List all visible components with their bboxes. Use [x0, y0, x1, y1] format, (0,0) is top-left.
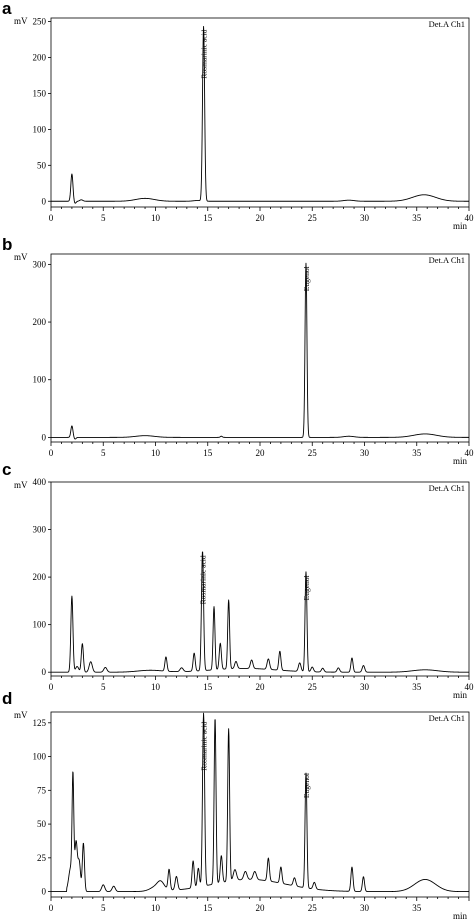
y-unit-label: mV: [14, 252, 28, 262]
x-tick-label: 25: [308, 682, 318, 692]
x-tick-label: 15: [203, 448, 213, 458]
x-tick-label: 40: [465, 448, 474, 458]
x-tick-label: 30: [360, 903, 370, 913]
x-tick-label: 5: [101, 682, 106, 692]
y-tick-label: 50: [37, 160, 47, 170]
x-tick-label: 10: [151, 213, 161, 223]
chromatogram-trace: [50, 712, 470, 893]
plot-frame: [50, 711, 470, 898]
detector-label: Det.A Ch1: [429, 19, 465, 29]
x-tick-label: 35: [412, 448, 422, 458]
x-tick-label: 0: [49, 448, 54, 458]
x-tick-label: 20: [256, 903, 266, 913]
x-tick-label: 20: [256, 682, 266, 692]
x-tick-label: 25: [308, 213, 318, 223]
y-tick-label: 50: [37, 819, 47, 829]
chromatogram-panel-a: amV Det.A Ch1 0 50 100 150 200 250 0 5 10 15 20 25 30 3…: [2, 0, 474, 231]
peak-annotation: Eugenol: [302, 773, 311, 798]
y-unit-label: mV: [14, 710, 28, 720]
detector-label: Det.A Ch1: [429, 713, 465, 723]
x-tick-label: 5: [101, 213, 106, 223]
plot-frame: [50, 481, 470, 677]
x-tick-label: 35: [412, 903, 422, 913]
chromatogram-trace: [50, 25, 470, 204]
y-tick-label: 0: [42, 432, 47, 442]
plot-frame: [50, 17, 470, 208]
y-tick-label: 100: [33, 124, 47, 134]
y-tick-label: 25: [37, 853, 47, 863]
y-tick-label: 0: [42, 887, 47, 897]
y-tick-label: 0: [42, 667, 47, 677]
x-tick-label: 15: [203, 903, 213, 913]
x-tick-label: 0: [49, 903, 54, 913]
y-tick-label: 0: [42, 196, 47, 206]
chromatogram-panel-c: cmV Det.A Ch1 0 100 200 300 400 0 5 10 15 20 25 30 35 4…: [2, 460, 474, 700]
x-tick-label: 10: [151, 903, 161, 913]
y-tick-label: 100: [33, 752, 47, 762]
x-tick-label: 35: [412, 682, 422, 692]
y-unit-label: mV: [14, 480, 28, 490]
x-tick-label: 40: [465, 682, 474, 692]
y-tick-label: 150: [33, 88, 47, 98]
y-tick-label: 200: [33, 53, 47, 63]
x-tick-label: 30: [360, 682, 370, 692]
x-tick-label: 10: [151, 682, 161, 692]
peak-annotation: Eugenol: [302, 266, 311, 291]
detector-label: Det.A Ch1: [429, 483, 465, 493]
x-tick-label: 30: [360, 213, 370, 223]
y-tick-label: 300: [33, 259, 47, 269]
x-tick-label: 15: [203, 682, 213, 692]
y-unit-label: mV: [14, 16, 28, 26]
x-tick-label: 20: [256, 213, 266, 223]
x-tick-label: 0: [49, 682, 54, 692]
plot-frame: [50, 253, 470, 443]
x-tick-label: 10: [151, 448, 161, 458]
x-tick-label: 20: [256, 448, 266, 458]
chromatogram-trace: [50, 262, 470, 440]
detector-label: Det.A Ch1: [429, 255, 465, 265]
x-tick-label: 5: [101, 448, 106, 458]
chromatogram-trace: [50, 551, 470, 673]
y-tick-label: 200: [33, 572, 47, 582]
x-unit-label: min: [453, 221, 468, 231]
panel-letter: c: [2, 460, 11, 479]
x-tick-label: 0: [49, 213, 54, 223]
x-tick-label: 30: [360, 448, 370, 458]
y-tick-label: 125: [33, 718, 47, 728]
panel-letter: a: [2, 0, 12, 18]
x-tick-label: 15: [203, 213, 213, 223]
x-tick-label: 25: [308, 448, 318, 458]
x-tick-label: 35: [412, 213, 422, 223]
x-tick-label: 25: [308, 903, 318, 913]
y-tick-label: 300: [33, 525, 47, 535]
y-tick-label: 100: [33, 620, 47, 630]
peak-annotation: Eugenol: [302, 575, 311, 600]
x-tick-label: 40: [465, 213, 474, 223]
y-tick-label: 200: [33, 317, 47, 327]
y-tick-label: 100: [33, 375, 47, 385]
x-unit-label: min: [453, 690, 468, 700]
y-tick-label: 400: [33, 477, 47, 487]
panel-letter: d: [2, 689, 12, 708]
x-unit-label: min: [453, 456, 468, 466]
y-tick-label: 75: [37, 785, 47, 795]
x-unit-label: min: [453, 911, 468, 921]
panel-letter: b: [2, 235, 12, 254]
peak-annotation: Rosmarinic acid: [200, 722, 209, 771]
peak-annotation: Rosmarinic acid: [200, 29, 209, 78]
y-tick-label: 250: [33, 17, 47, 27]
peak-annotation: Rosmarinic acid: [199, 555, 208, 604]
chromatogram-panel-d: dmV Det.A Ch1 0 25 50 75 100 125 0 5 10 15 20 25 30 35 m…: [2, 689, 470, 921]
x-tick-label: 5: [101, 903, 106, 913]
chromatogram-panel-b: bmV Det.A Ch1 0 100 200 300 0 5 10 15 20 25 30 35 40mi…: [2, 235, 474, 466]
